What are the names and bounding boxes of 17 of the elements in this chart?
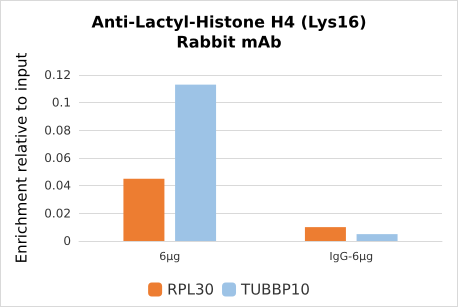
- x-tick-label: 6μg: [159, 250, 180, 263]
- bar: [356, 234, 398, 241]
- y-tick-label: 0.04: [44, 178, 71, 193]
- y-tick-label: 0: [63, 234, 71, 248]
- bar: [304, 227, 346, 241]
- bar: [123, 178, 164, 241]
- y-tick-label: 0.1: [52, 96, 71, 110]
- bar: [175, 84, 216, 241]
- chart-title: Anti-Lactyl-Histone H4 (Lys16) Rabbit mAb: [91, 12, 367, 52]
- y-tick-label: 0.06: [44, 151, 71, 165]
- legend-label: TUBBP10: [240, 280, 310, 298]
- x-tick-label: IgG-6μg: [329, 250, 374, 263]
- y-axis-title: Enrichment relative to input: [12, 52, 30, 264]
- legend-label: RPL30: [167, 280, 214, 298]
- y-tick-label: 0.08: [44, 123, 71, 138]
- y-tick-label: 0.02: [44, 206, 71, 220]
- y-tick-label: 0.12: [44, 68, 71, 82]
